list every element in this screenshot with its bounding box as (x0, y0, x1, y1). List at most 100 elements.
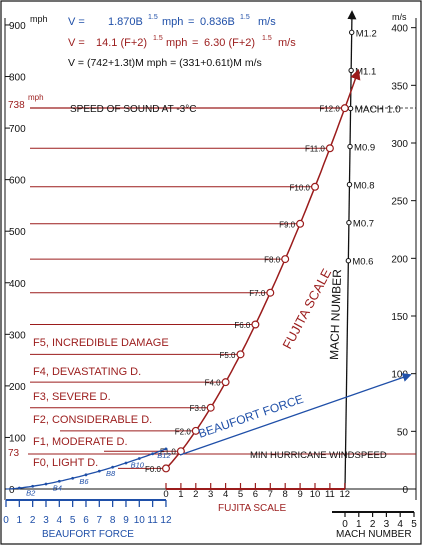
left-axis-ticks: 900 800 700 600 500 400 300 200 100 0 (5, 21, 26, 496)
hurricane-mph-mark: 73 (8, 448, 20, 459)
speed-of-sound-mph-value: 738 (8, 100, 25, 111)
formula-fujita-main: 14.1 (F+2) (96, 37, 147, 49)
mach-scale-tick-label: 4 (397, 519, 403, 530)
fujita-point-label: F6.0 (234, 321, 251, 330)
formula-fujita-v: V = (68, 37, 85, 49)
fujita-point-label: F12.0 (319, 105, 340, 114)
fujita-point-marker (251, 320, 260, 329)
formula-beaufort-alt-unit: m/s (258, 16, 276, 28)
mach-point-label: M0.9 (354, 143, 375, 154)
formula-fujita-alt: 6.30 (F+2) (204, 37, 255, 49)
beaufort-point-dot (84, 473, 88, 477)
fujita-scale-tick-label: 8 (283, 489, 288, 500)
fujita-scale-tick-label: 7 (268, 489, 273, 500)
right-axis-tick-label: 100 (391, 370, 408, 381)
mach-point-marker (348, 67, 354, 74)
beaufort-point-label: B10 (131, 461, 145, 470)
beaufort-arrow (179, 373, 412, 456)
formula-beaufort-eq: = (188, 16, 194, 28)
beaufort-point-dot (31, 484, 35, 488)
beaufort-scale-tick-label: 6 (83, 515, 89, 526)
fujita-point-label: F1.0 (160, 448, 177, 457)
fujita-scale-tick-label: 6 (253, 489, 258, 500)
beaufort-scale-tick-label: 2 (30, 515, 36, 526)
mach-scale-tick-label: 5 (411, 519, 417, 530)
mach-point-label: M0.6 (352, 257, 373, 268)
beaufort-points: B2 B4 B6 B8 B10 B12 (17, 447, 171, 497)
formula-fujita-exp: 1.5 (153, 35, 163, 42)
fujita-category-f2: F2, CONSIDERABLE D. (33, 414, 152, 426)
fujita-scale-tick-label: 2 (193, 489, 198, 500)
fujita-point-label: F7.0 (249, 289, 266, 298)
fujita-scale-tick-label: 12 (340, 489, 351, 500)
left-axis-tick-label: 900 (9, 21, 26, 32)
beaufort-point-dot (71, 476, 75, 480)
beaufort-scale-tick-label: 7 (97, 515, 103, 526)
fujita-point-label: F5.0 (219, 351, 236, 360)
fujita-scale-tick-label: 11 (325, 489, 335, 500)
left-axis-unit: mph (30, 14, 48, 24)
mach-point-marker (345, 257, 352, 264)
fujita-scale-tick-label: 10 (310, 489, 321, 500)
mach-point-label: M0.7 (353, 219, 374, 230)
beaufort-point-label: B12 (157, 451, 171, 460)
mach-scale-tick-label: 3 (384, 519, 390, 530)
beaufort-point-dot (164, 447, 168, 451)
left-axis-tick-label: 600 (9, 176, 26, 187)
right-axis-tick-label: 300 (391, 139, 408, 150)
fujita-point-label: F11.0 (305, 145, 325, 154)
beaufort-scale-tick-label: 11 (147, 515, 158, 526)
fujita-point-marker (340, 104, 349, 113)
mach-point-label: MACH 1.0 (355, 104, 402, 115)
mach-point-label: M1.1 (355, 66, 376, 77)
left-axis-tick-label: 700 (9, 124, 26, 135)
fujita-scale-tick-label: 3 (208, 489, 213, 500)
mach-scale-tick-label: 0 (342, 519, 348, 530)
right-axis-tick-label: 50 (397, 427, 409, 438)
mach-point-label: M1.2 (356, 28, 377, 39)
beaufort-scale-tick-label: 10 (134, 515, 146, 526)
fujita-point-marker (266, 288, 275, 297)
formula-beaufort: V = 1.870B 1.5 mph = 0.836B 1.5 m/s (68, 14, 276, 28)
left-axis-tick-label: 100 (9, 433, 26, 444)
fujita-category-f5: F5, INCREDIBLE DAMAGE (33, 337, 169, 349)
fujita-points: F0.0 F1.0 F2.0 F3.0 F4.0 F5.0 F6.0 F7.0 F8.0 F9.0… (145, 104, 349, 474)
right-axis-tick-label: 350 (391, 81, 408, 92)
left-axis-tick-label: 300 (9, 330, 26, 341)
left-axis-tick-label: 800 (9, 73, 26, 84)
fujita-point-marker (311, 182, 320, 191)
beaufort-point-label: B8 (106, 469, 116, 478)
beaufort-point-dot (137, 457, 141, 460)
fujita-point-marker (206, 403, 215, 412)
beaufort-point-label: B2 (26, 488, 36, 497)
beaufort-scale-tick-label: 8 (110, 515, 116, 526)
fujita-point-label: F0.0 (145, 465, 162, 474)
mach-scale-tick-label: 1 (356, 519, 362, 530)
fujita-point-label: F4.0 (205, 379, 222, 388)
mach-point-label: M0.8 (353, 181, 374, 192)
formula-beaufort-alt-exp: 1.5 (240, 14, 250, 21)
beaufort-scale-tick-label: 1 (17, 515, 23, 526)
beaufort-scale-tick-label: 4 (57, 515, 63, 526)
beaufort-scale-tick-label: 0 (3, 515, 9, 526)
right-axis-tick-label: 200 (391, 254, 408, 265)
beaufort-scale-tick-label: 9 (123, 515, 129, 526)
fujita-category-f1: F1, MODERATE D. (33, 436, 128, 448)
right-axis-tick-label: 150 (391, 312, 408, 323)
speed-of-sound-label: SPEED OF SOUND AT -3°C (70, 104, 196, 115)
right-axis-ticks: 400 350 300 250 200 150 100 50 0 (391, 24, 416, 496)
left-axis-tick-label: 0 (9, 485, 15, 496)
beaufort-point-dot (97, 469, 101, 473)
fujita-point-label: F8.0 (264, 256, 281, 265)
mach-scale-title: MACH NUMBER (336, 529, 412, 540)
formula-beaufort-exp: 1.5 (148, 14, 158, 21)
mach-point-marker (346, 181, 353, 188)
fujita-point-label: F10.0 (290, 183, 311, 192)
mach-curve-label: MACH NUMBER (327, 269, 344, 360)
right-axis-tick-label: 0 (402, 485, 408, 496)
fujita-point-label: F9.0 (279, 220, 296, 229)
beaufort-point-dot (17, 486, 21, 490)
formula-beaufort-unit: mph (162, 16, 183, 28)
